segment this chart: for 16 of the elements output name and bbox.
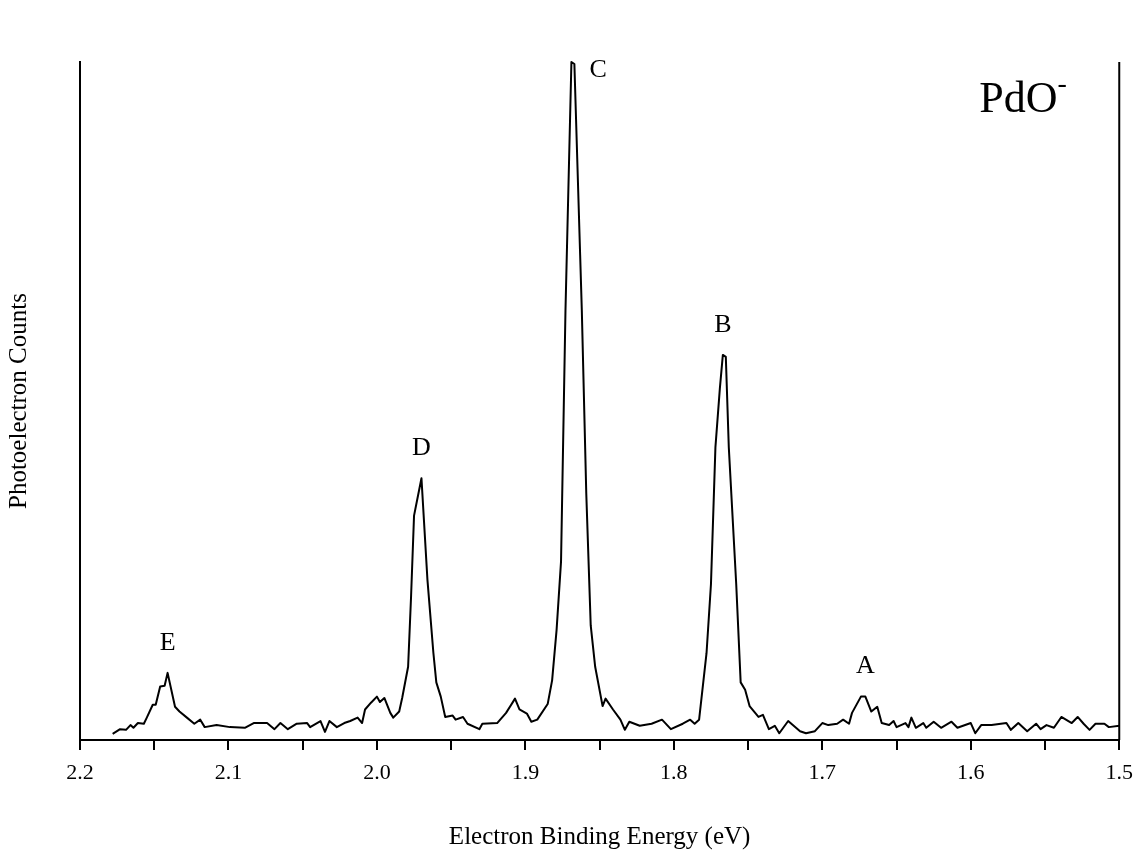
annotation: A [855,650,875,680]
chart-title: PdO- [979,67,1067,122]
x-tick-label: 1.9 [511,758,540,784]
y-axis-title: Photoelectron Counts [3,293,31,509]
x-tick-label: 1.5 [1105,758,1133,784]
annotation: D [412,432,431,462]
annotation: C [589,53,607,83]
x-tick-label: 2.2 [66,758,94,784]
x-tick-label: 2.0 [363,758,391,784]
x-axis-title: Electron Binding Energy (eV) [448,821,751,850]
x-tick-label: 1.6 [957,758,985,784]
annotation: E [159,626,176,656]
x-tick-label: 1.7 [808,758,837,784]
annotation: B [714,308,732,338]
x-tick-label: 1.8 [660,758,688,784]
x-tick-label: 2.1 [214,758,243,784]
